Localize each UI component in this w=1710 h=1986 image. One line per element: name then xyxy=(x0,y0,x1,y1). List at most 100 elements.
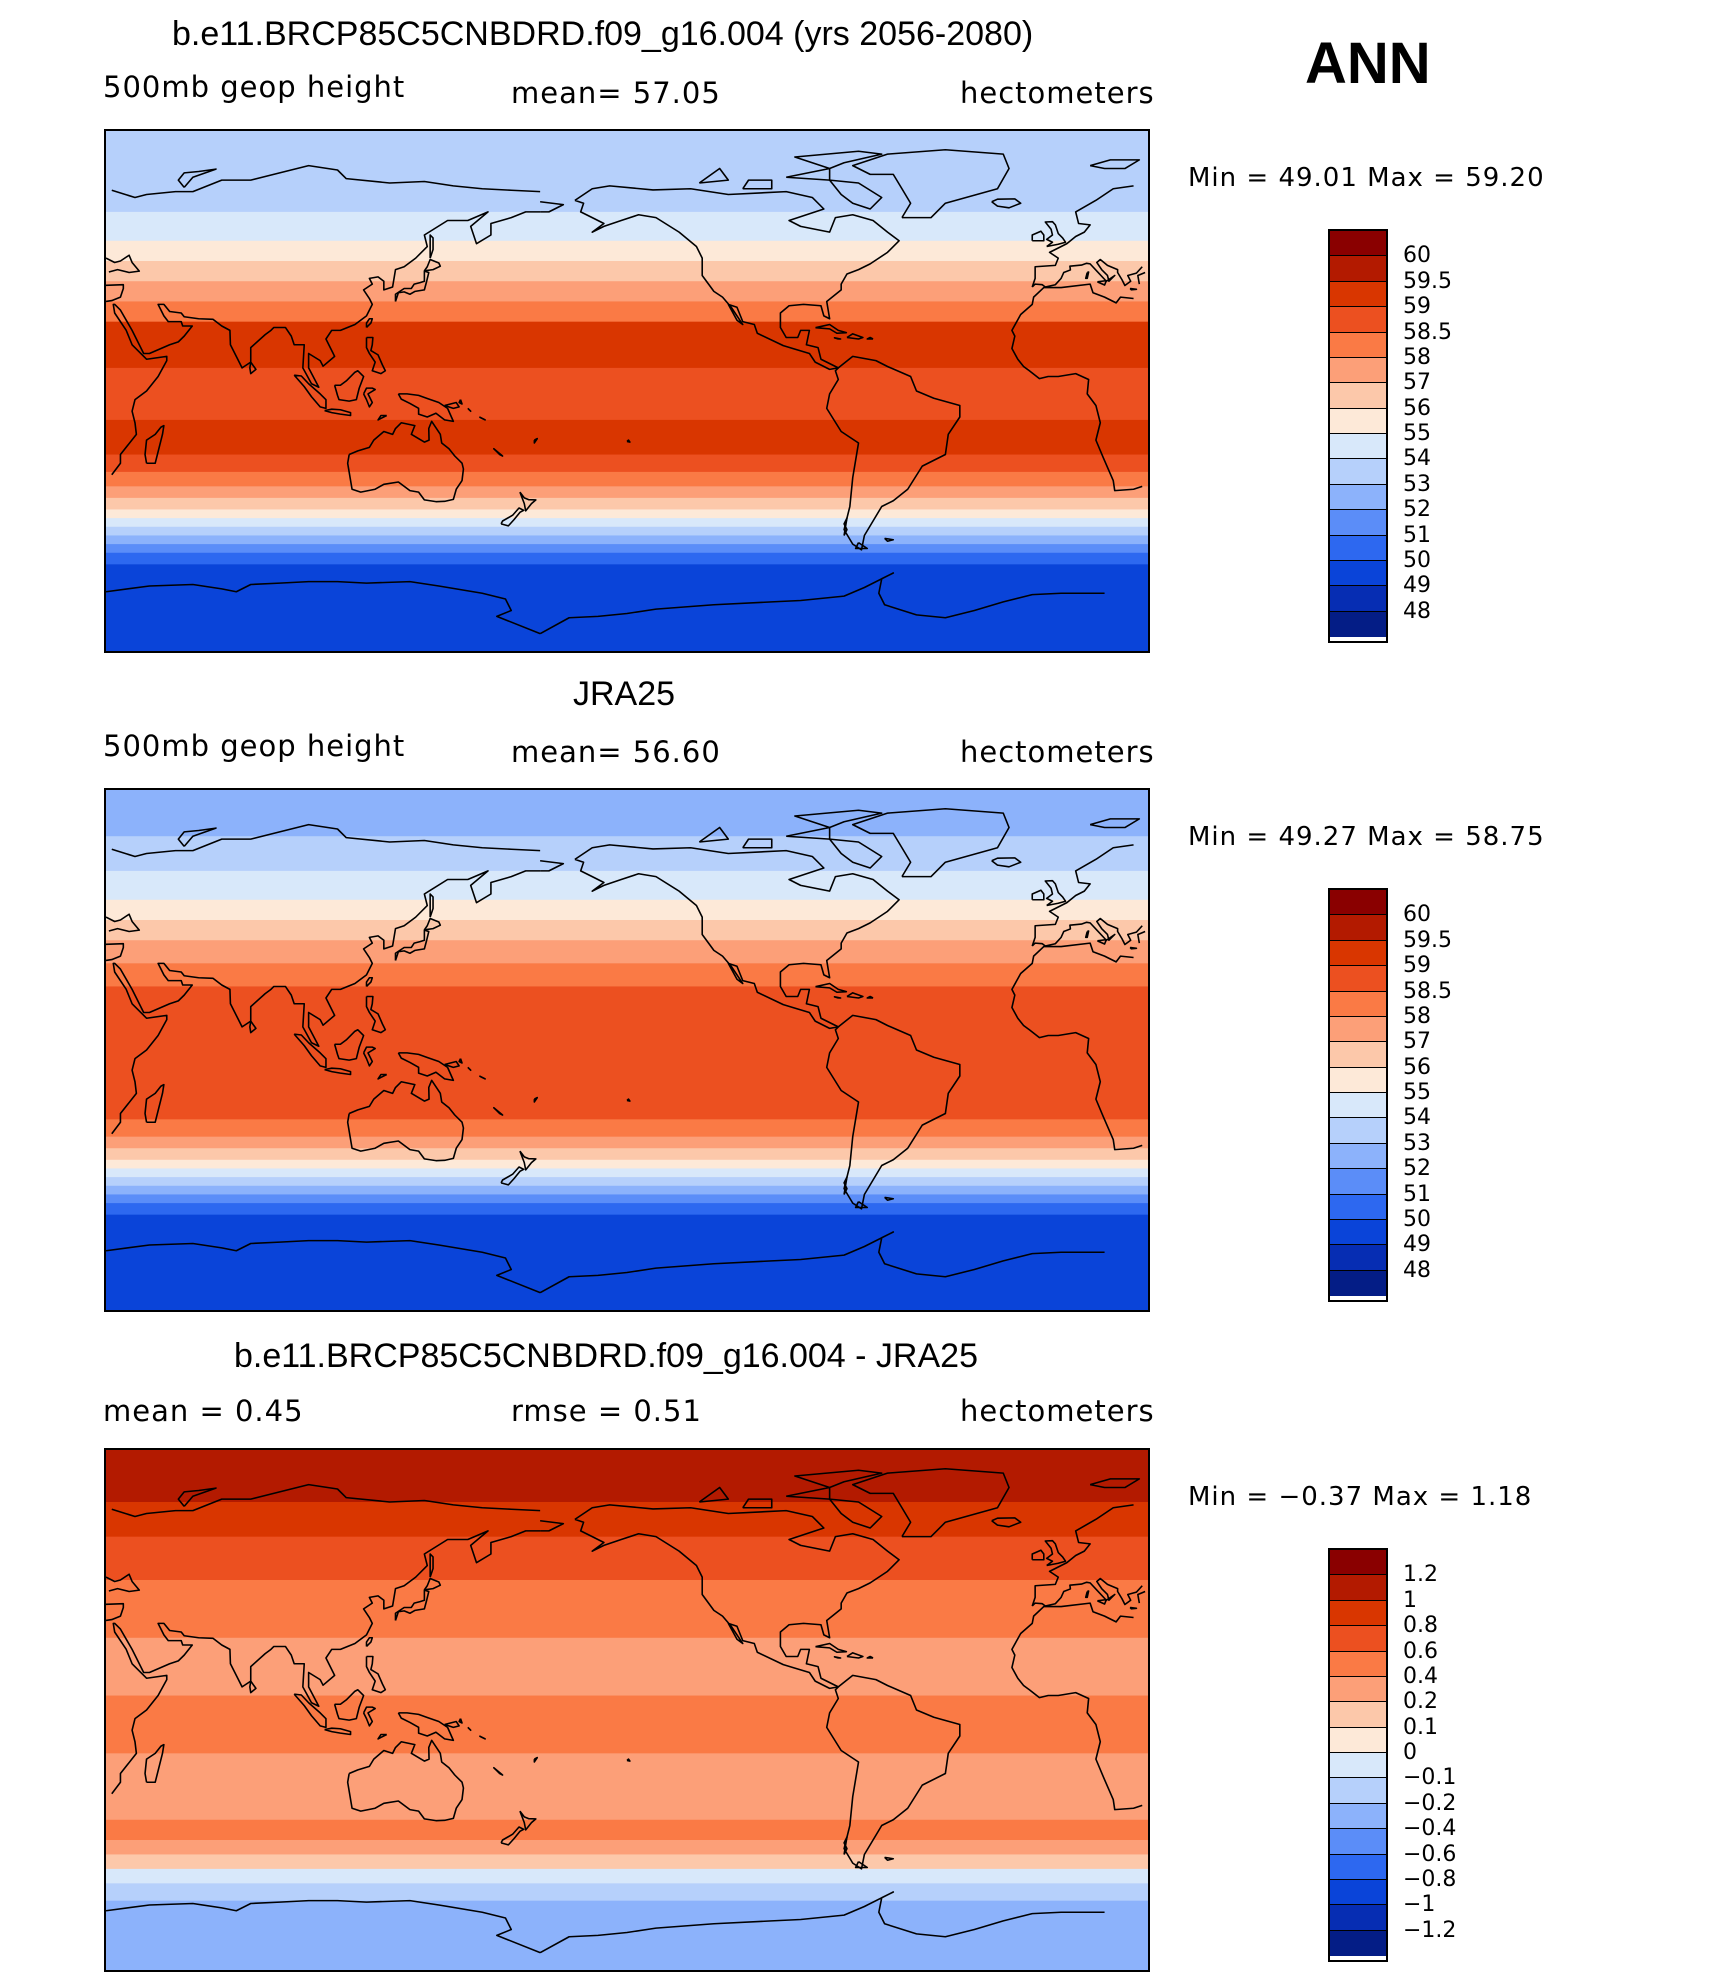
coastline-0 xyxy=(574,1504,900,1690)
panel-2-mean: mean= 56.60 xyxy=(511,735,721,769)
contour-band-12 xyxy=(106,1900,1148,1970)
coastline-11 xyxy=(394,929,430,961)
colorbar-label: 48 xyxy=(1403,1257,1431,1283)
colorbar-label: 49 xyxy=(1403,573,1431,599)
panel-3-colorbar xyxy=(1328,1548,1388,1962)
coastline-20 xyxy=(144,1083,165,1124)
contour-band-20 xyxy=(106,564,1148,651)
panel-2-units: hectometers xyxy=(960,735,1155,769)
coastline-41 xyxy=(493,1766,504,1776)
contour-band-13 xyxy=(106,497,1148,510)
contour-band-9 xyxy=(106,419,1148,456)
coastline-16 xyxy=(324,1067,352,1076)
colorbar-swatch xyxy=(1330,1270,1386,1296)
colorbar-label: 0.6 xyxy=(1403,1638,1438,1664)
coastline-15 xyxy=(293,1693,327,1729)
coastline-18 xyxy=(362,387,376,408)
coastline-16 xyxy=(324,1727,352,1736)
coastline-8 xyxy=(1044,879,1067,907)
coastline-38 xyxy=(854,1860,869,1869)
coastline-12 xyxy=(423,1577,442,1591)
coastline-28 xyxy=(786,1469,883,1500)
panel-3-title: b.e11.BRCP85C5CNBDRD.f09_g16.004 - JRA25 xyxy=(234,1337,978,1375)
coastline-35 xyxy=(1129,287,1138,291)
coastline-4 xyxy=(540,1519,565,1532)
coastline-27 xyxy=(698,826,730,843)
colorbar-swatch xyxy=(1330,1626,1386,1652)
coastline-27 xyxy=(698,1486,730,1503)
coastline-42 xyxy=(533,1756,539,1763)
contour-band-10 xyxy=(106,1868,1148,1884)
coastline-19 xyxy=(397,1712,455,1742)
contour-band-2 xyxy=(106,1536,1148,1581)
colorbar-label: 53 xyxy=(1403,1130,1431,1156)
colorbar-label: 1 xyxy=(1403,1587,1417,1613)
coastline-17 xyxy=(333,369,365,402)
contour-band-13 xyxy=(106,1177,1148,1187)
colorbar-swatch xyxy=(1330,383,1386,409)
coastline-33 xyxy=(866,1655,874,1659)
coastline-29 xyxy=(177,1487,217,1507)
coastline-1 xyxy=(825,1674,961,1870)
colorbar-swatch xyxy=(1330,1753,1386,1779)
colorbar-swatch xyxy=(1330,510,1386,536)
contour-band-12 xyxy=(106,486,1148,499)
coastline-21 xyxy=(500,1826,525,1846)
coastline-44 xyxy=(479,416,486,421)
colorbar-swatch xyxy=(1330,586,1386,612)
coastline-38 xyxy=(854,1200,869,1209)
colorbar-swatch xyxy=(1330,357,1386,384)
colorbar-label: 0 xyxy=(1403,1740,1417,1765)
colorbar-swatch xyxy=(1330,1550,1386,1576)
contour-band-6 xyxy=(106,1753,1148,1821)
colorbar-swatch xyxy=(1330,991,1386,1017)
colorbar-swatch xyxy=(1330,1219,1386,1246)
colorbar-label: 58.5 xyxy=(1403,319,1452,345)
colorbar-swatch xyxy=(1330,1194,1386,1220)
coastline-18 xyxy=(362,1706,376,1727)
colorbar-swatch xyxy=(1330,890,1386,916)
colorbar-swatch xyxy=(1330,1702,1386,1728)
contour-band-0 xyxy=(106,131,1148,184)
colorbar-swatch xyxy=(1330,1169,1386,1195)
coastline-24 xyxy=(846,1652,864,1659)
coastline-17 xyxy=(333,1028,365,1061)
coastline-31 xyxy=(429,893,434,918)
colorbar-swatch xyxy=(1330,1676,1386,1703)
coastline-0 xyxy=(574,185,900,371)
coastline-19 xyxy=(397,393,455,423)
contour-band-4 xyxy=(106,1637,1148,1697)
colorbar-label: 59 xyxy=(1403,294,1431,320)
coastline-12 xyxy=(423,258,442,272)
colorbar-swatch xyxy=(1330,256,1386,282)
contour-band-2 xyxy=(106,211,1148,242)
coastline-22 xyxy=(519,1150,537,1171)
contour-band-1 xyxy=(106,836,1148,872)
colorbar-label: 0.8 xyxy=(1403,1613,1438,1639)
colorbar-label: 1.2 xyxy=(1403,1562,1438,1588)
colorbar-swatch xyxy=(1330,1118,1386,1144)
contour-band-14 xyxy=(106,1185,1148,1195)
coastline-12 xyxy=(423,917,442,931)
coastline-14 xyxy=(365,336,387,375)
coastline-31 xyxy=(429,234,434,259)
colorbar-swatch xyxy=(1330,281,1386,308)
coastline-10 xyxy=(991,1517,1022,1528)
coastline-46 xyxy=(458,399,463,405)
colorbar-label: 50 xyxy=(1403,1206,1431,1232)
colorbar-label: −0.4 xyxy=(1403,1816,1457,1842)
coastline-15 xyxy=(293,374,327,410)
coastline-5 xyxy=(106,211,1146,492)
coastline-37 xyxy=(1097,1598,1108,1605)
coastline-32 xyxy=(249,1680,257,1694)
coastline-31 xyxy=(429,1553,434,1578)
coastline-25 xyxy=(828,838,883,869)
colorbar-swatch xyxy=(1330,1093,1386,1119)
contour-band-8 xyxy=(106,367,1148,421)
coastline-2 xyxy=(851,807,1010,878)
contour-band-16 xyxy=(106,1203,1148,1216)
coastline-21 xyxy=(500,507,525,527)
contour-band-0 xyxy=(106,790,1148,837)
contour-band-8 xyxy=(106,1840,1148,1855)
colorbar-label: 49 xyxy=(1403,1232,1431,1258)
